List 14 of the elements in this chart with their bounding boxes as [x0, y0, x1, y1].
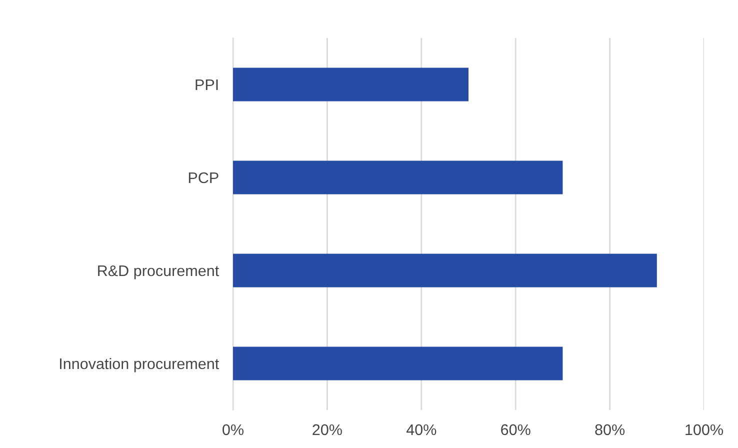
- y-tick-label: PPI: [196, 80, 218, 90]
- bar: [233, 254, 657, 288]
- y-tick-label: Innovation procurement: [60, 358, 220, 372]
- bar: [233, 68, 468, 102]
- x-tick-label: 40%: [406, 424, 436, 436]
- bar: [233, 346, 563, 380]
- x-tick-label: 80%: [595, 424, 625, 436]
- x-tick-label: 60%: [501, 424, 530, 436]
- x-tick-label: 100%: [686, 424, 723, 436]
- y-tick-label: PCP: [188, 172, 218, 184]
- x-tick-label: 0%: [222, 424, 244, 436]
- y-tick-label: R&D procurement: [98, 265, 220, 280]
- x-tick-label: 20%: [312, 424, 342, 436]
- bar: [233, 160, 563, 194]
